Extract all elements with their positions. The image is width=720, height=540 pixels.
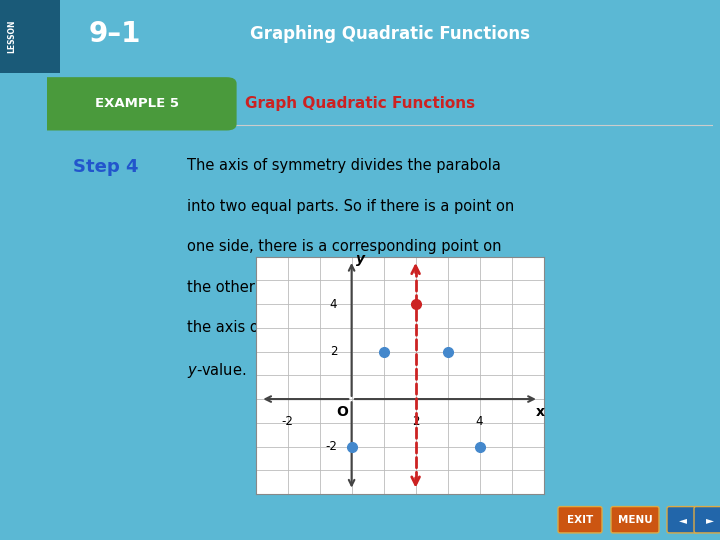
Text: 4: 4 [330, 298, 337, 310]
FancyBboxPatch shape [667, 507, 699, 533]
Text: Graphing Quadratic Functions: Graphing Quadratic Functions [250, 25, 530, 43]
Text: the axis of symmetry and has the same: the axis of symmetry and has the same [186, 320, 479, 335]
Text: y: y [356, 252, 365, 266]
Text: 2: 2 [330, 345, 337, 358]
Bar [0, 0, 60, 73]
Text: 2: 2 [412, 415, 419, 428]
Text: x: x [536, 405, 545, 419]
Text: 4: 4 [476, 415, 483, 428]
Text: The axis of symmetry divides the parabola: The axis of symmetry divides the parabol… [186, 158, 500, 173]
Text: ◄: ◄ [679, 515, 687, 525]
Text: Graph Quadratic Functions: Graph Quadratic Functions [245, 96, 475, 111]
Text: Step 4: Step 4 [73, 158, 139, 176]
FancyBboxPatch shape [558, 507, 602, 533]
Text: -2: -2 [282, 415, 294, 428]
Text: LESSON: LESSON [7, 19, 17, 53]
FancyBboxPatch shape [611, 507, 659, 533]
Text: ►: ► [706, 515, 714, 525]
Text: MENU: MENU [618, 515, 652, 525]
Text: EXAMPLE 5: EXAMPLE 5 [95, 97, 179, 110]
Text: -2: -2 [325, 440, 337, 453]
Text: O: O [337, 405, 348, 419]
Text: into two equal parts. So if there is a point on: into two equal parts. So if there is a p… [186, 199, 514, 214]
FancyBboxPatch shape [37, 77, 237, 131]
Text: one side, there is a corresponding point on: one side, there is a corresponding point… [186, 239, 501, 254]
Text: EXIT: EXIT [567, 515, 593, 525]
FancyBboxPatch shape [694, 507, 720, 533]
Text: 9–1: 9–1 [89, 21, 141, 49]
Text: the other side that is the same distance from: the other side that is the same distance… [186, 280, 519, 295]
Text: $y$-value.: $y$-value. [186, 361, 246, 380]
